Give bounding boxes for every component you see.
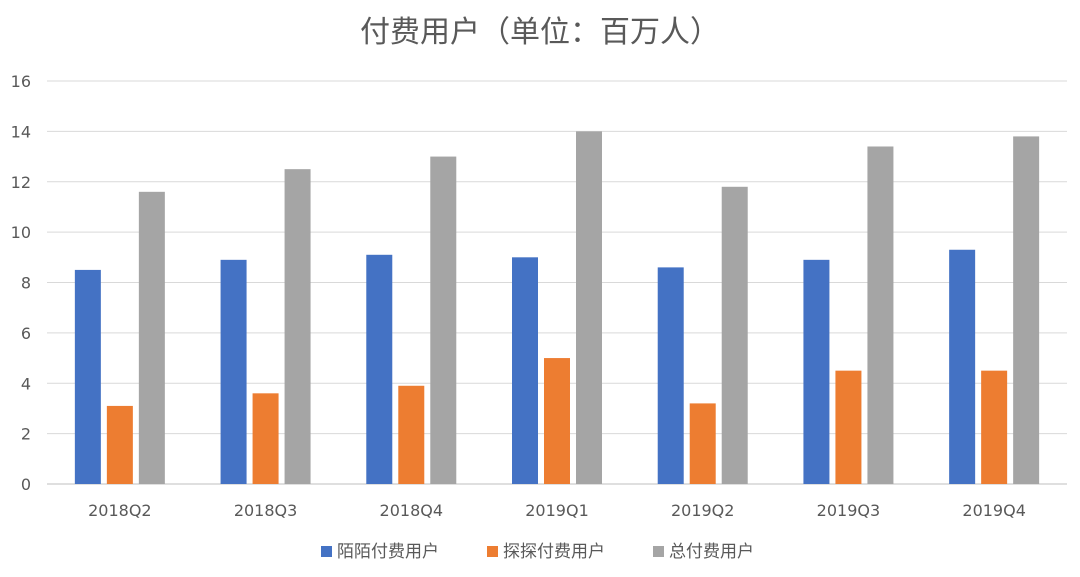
y-tick-label: 8 — [21, 274, 31, 293]
bar — [835, 370, 862, 484]
x-tick-label: 2019Q2 — [671, 501, 735, 520]
gridlines — [47, 80, 1067, 485]
x-axis: 2018Q2 2018Q3 2018Q4 2019Q1 2019Q2 2019Q3 2019… — [88, 501, 1026, 520]
x-tick-label: 2019Q1 — [525, 501, 589, 520]
y-tick-label: 0 — [21, 475, 31, 494]
chart-title: 付费用户（单位：百万人） — [360, 15, 720, 50]
x-tick-label: 2018Q2 — [88, 501, 152, 520]
bar — [981, 370, 1008, 484]
bar — [867, 146, 894, 485]
y-tick-label: 14 — [11, 122, 31, 141]
bar — [284, 169, 311, 484]
legend-swatch — [653, 546, 664, 557]
bar — [74, 269, 101, 484]
y-tick-label: 4 — [21, 374, 31, 393]
bar — [398, 385, 425, 484]
legend-swatch — [321, 546, 332, 557]
bar — [138, 191, 165, 484]
bar — [252, 393, 279, 484]
legend-label: 总付费用户 — [669, 542, 754, 562]
y-tick-label: 16 — [11, 72, 31, 91]
bar — [366, 254, 393, 484]
bar — [657, 267, 684, 484]
bar — [220, 259, 247, 484]
bar — [106, 405, 133, 484]
x-tick-label: 2018Q4 — [380, 501, 444, 520]
bars — [74, 131, 1040, 485]
bar — [803, 259, 830, 484]
y-tick-label: 2 — [21, 425, 31, 444]
x-tick-label: 2018Q3 — [234, 501, 298, 520]
y-tick-label: 12 — [11, 173, 31, 192]
y-axis: 0 2 4 6 8 10 12 14 16 — [11, 72, 31, 494]
legend-label: 陌陌付费用户 — [337, 542, 439, 562]
bar — [576, 131, 602, 484]
x-tick-label: 2019Q4 — [962, 501, 1026, 520]
y-tick-label: 10 — [11, 223, 31, 242]
legend: 陌陌付费用户 探探付费用户 总付费用户 — [321, 542, 754, 562]
legend-swatch — [487, 546, 498, 557]
bar — [544, 358, 570, 484]
bar — [949, 249, 976, 484]
y-tick-label: 6 — [21, 324, 31, 343]
bar — [689, 403, 716, 484]
legend-label: 探探付费用户 — [503, 542, 605, 562]
bar — [721, 186, 748, 484]
x-tick-label: 2019Q3 — [817, 501, 881, 520]
bar — [1013, 136, 1040, 484]
bar — [430, 156, 457, 484]
bar — [512, 257, 538, 484]
